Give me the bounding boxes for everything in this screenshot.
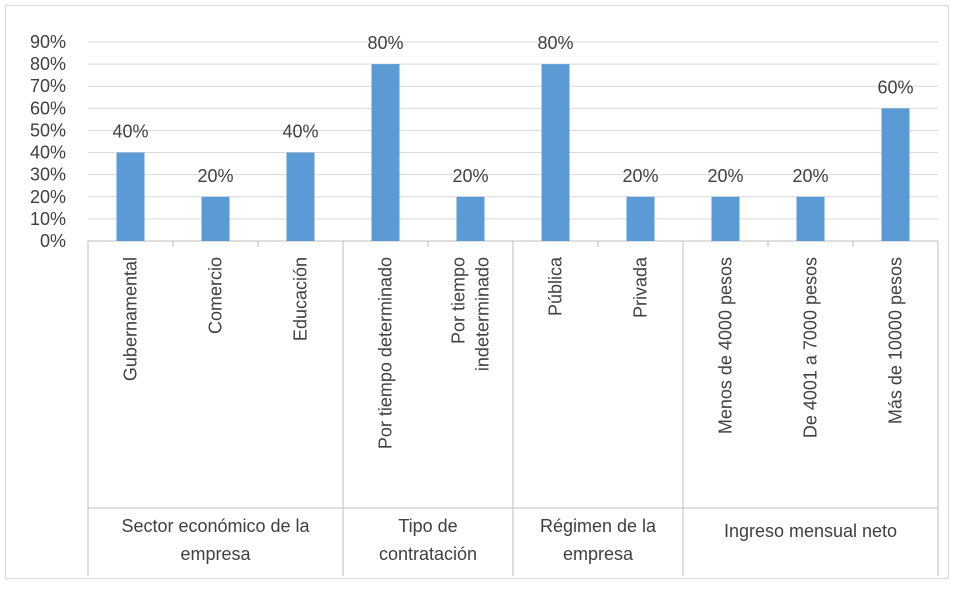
data-label: 20% (792, 166, 828, 186)
category-label: Por tiempo indeterminado (449, 257, 493, 371)
data-label: 40% (282, 122, 318, 142)
bar (371, 64, 400, 241)
data-label: 20% (622, 166, 658, 186)
y-tick-label: 10% (30, 209, 66, 229)
data-label: 80% (537, 33, 573, 53)
category-label-line: Educación (291, 257, 311, 341)
category-label-line: Por tiempo (449, 257, 469, 344)
category-label: Privada (631, 256, 651, 318)
category-label: De 4001 a 7000 pesos (801, 257, 821, 438)
group-label: Sector económico de la (121, 516, 310, 536)
y-tick-label: 70% (30, 76, 66, 96)
y-tick-label: 40% (30, 143, 66, 163)
bar (116, 152, 145, 241)
chart-border (5, 5, 949, 579)
data-label: 20% (197, 166, 233, 186)
y-tick-label: 50% (30, 120, 66, 140)
y-tick-label: 60% (30, 98, 66, 118)
category-label-line: Privada (631, 256, 651, 318)
category-label: Gubernamental (121, 257, 141, 381)
category-label: Comercio (206, 257, 226, 334)
group-label: Régimen de la (540, 516, 657, 536)
group-label: Tipo de (398, 516, 457, 536)
bar (711, 196, 740, 241)
bar (541, 64, 570, 241)
category-label-line: De 4001 a 7000 pesos (801, 257, 821, 438)
bar (881, 108, 910, 241)
y-tick-label: 90% (30, 32, 66, 52)
group-label: contratación (379, 544, 477, 564)
category-label-line: Pública (546, 256, 566, 316)
bar (626, 196, 655, 241)
y-tick-label: 80% (30, 54, 66, 74)
y-tick-label: 0% (40, 231, 66, 251)
category-label: Por tiempo determinado (376, 257, 396, 449)
bar (796, 196, 825, 241)
y-tick-label: 20% (30, 187, 66, 207)
group-label: empresa (563, 544, 634, 564)
category-label: Menos de 4000 pesos (716, 257, 736, 434)
data-label: 20% (707, 166, 743, 186)
category-label-line: Más de 10000 pesos (886, 257, 906, 424)
category-label-line: Gubernamental (121, 257, 141, 381)
category-label: Educación (291, 257, 311, 341)
y-tick-label: 30% (30, 165, 66, 185)
category-label-line: Comercio (206, 257, 226, 334)
data-label: 60% (877, 77, 913, 97)
category-label: Más de 10000 pesos (886, 257, 906, 424)
bar (286, 152, 315, 241)
group-label: Ingreso mensual neto (724, 521, 897, 541)
category-label-line: Menos de 4000 pesos (716, 257, 736, 434)
category-label-line: indeterminado (473, 257, 493, 371)
bar (201, 196, 230, 241)
data-label: 20% (452, 166, 488, 186)
data-label: 40% (112, 122, 148, 142)
data-label: 80% (367, 33, 403, 53)
category-label: Pública (546, 256, 566, 316)
group-label: empresa (180, 544, 251, 564)
category-label-line: Por tiempo determinado (376, 257, 396, 449)
bar (456, 196, 485, 241)
